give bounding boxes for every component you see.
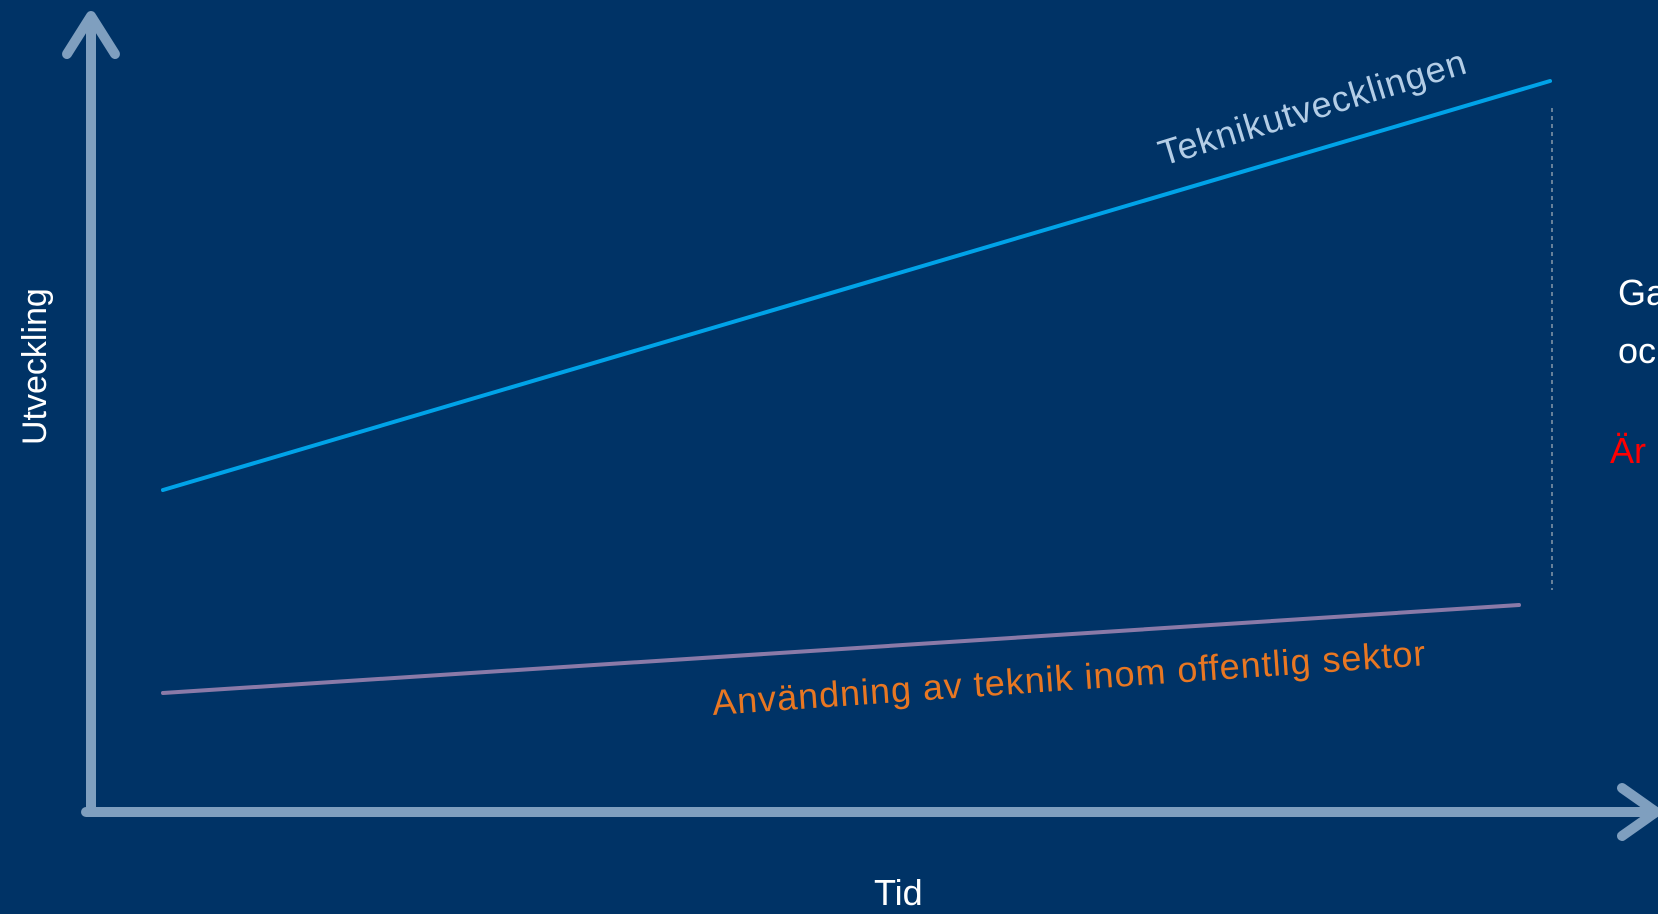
side-text-line1: Ga [1618,272,1658,313]
y-axis-arrow-icon [62,11,120,59]
y-axis-label: Utveckling [16,288,54,445]
public-sector-line [161,603,1521,695]
x-axis-label: Tid [874,872,923,913]
side-text-line2: oc [1618,330,1657,371]
tech-line-label: Teknikutvecklingen [1153,41,1471,174]
side-text-red: Är [1610,430,1646,471]
tech-line [161,79,1552,492]
x-axis [81,783,1658,841]
public-line-label: Användning av teknik inom offentlig sekt… [711,632,1428,723]
x-axis-arrow-icon [1617,783,1658,841]
y-axis [62,11,120,817]
